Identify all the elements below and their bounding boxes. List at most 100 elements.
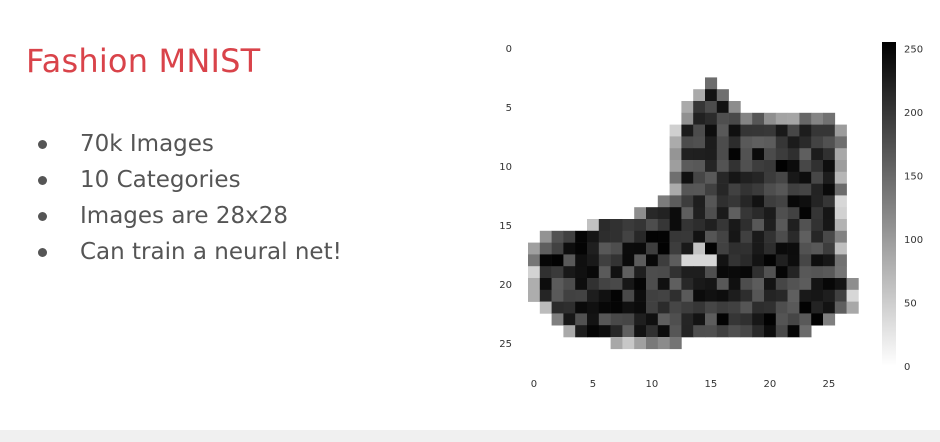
heatmap-cell [693,160,706,173]
heatmap-cell [610,278,623,291]
heatmap-cell [834,183,847,196]
heatmap-cell [693,136,706,149]
heatmap-cell [610,337,623,350]
heatmap-cell [775,325,788,338]
heatmap-cell [669,219,682,232]
heatmap-cell [728,124,741,137]
heatmap-cell [634,337,647,350]
heatmap-cell [764,301,777,314]
heatmap-cell [752,160,765,173]
heatmap-cell [551,254,564,267]
heatmap-cell [693,183,706,196]
heatmap-cell [834,289,847,302]
heatmap-cell [752,278,765,291]
heatmap-cell [823,242,836,255]
heatmap-cell [823,124,836,137]
tick-label: 10 [646,379,659,390]
tick-label: 5 [590,379,596,390]
heatmap-cell [787,171,800,184]
heatmap-cell [775,254,788,267]
heatmap-cell [693,148,706,161]
heatmap-cell [587,230,600,243]
heatmap-cell [646,325,659,338]
heatmap-cell [598,254,611,267]
heatmap-cell [669,325,682,338]
heatmap-cell [740,301,753,314]
heatmap-cell [657,219,670,232]
heatmap-cell [669,266,682,279]
heatmap-cell [787,207,800,220]
tick-label: 25 [499,339,512,350]
heatmap-cell [622,325,635,338]
heatmap-cell [764,313,777,326]
heatmap-cell [740,230,753,243]
heatmap-cell [787,313,800,326]
heatmap-cell [705,171,718,184]
heatmap-cell [716,207,729,220]
heatmap-cell [575,254,588,267]
heatmap-cell [681,160,694,173]
heatmap-cell [598,289,611,302]
heatmap-cell [587,242,600,255]
heatmap-cell [799,219,812,232]
bullet-list: 70k Images 10 Categories Images are 28x2… [38,126,342,270]
heatmap-cell [693,207,706,220]
heatmap-cell [669,171,682,184]
heatmap-cell [575,242,588,255]
heatmap-cell [551,242,564,255]
heatmap-cell [669,230,682,243]
tick-label: 0 [531,379,537,390]
heatmap-cell [681,230,694,243]
heatmap-cell [752,195,765,208]
heatmap-cell [539,254,552,267]
heatmap-cell [752,219,765,232]
heatmap-cell [764,112,777,125]
heatmap-cell [728,195,741,208]
heatmap-cell [823,289,836,302]
tick-label: 250 [904,44,923,55]
heatmap-cell [669,136,682,149]
heatmap-cell [587,278,600,291]
heatmap-cell [681,124,694,137]
heatmap-cell [728,171,741,184]
heatmap-cell [740,207,753,220]
tick-label: 25 [823,379,836,390]
heatmap-cell [752,254,765,267]
heatmap-cell [634,289,647,302]
heatmap-cell [716,242,729,255]
heatmap-cell [811,183,824,196]
heatmap-cell [575,266,588,279]
heatmap-cell [598,301,611,314]
heatmap-cell [539,230,552,243]
slide: Fashion MNIST 70k Images 10 Categories I… [26,42,924,390]
heatmap-cell [716,195,729,208]
heatmap-cell [634,313,647,326]
heatmap-cell [775,171,788,184]
heatmap-cell [764,242,777,255]
heatmap-cell [787,160,800,173]
heatmap-cell [799,242,812,255]
heatmap-cell [693,266,706,279]
heatmap-cell [811,289,824,302]
heatmap-cell [681,148,694,161]
heatmap-cell [551,289,564,302]
heatmap-cell [646,301,659,314]
heatmap-cell [539,278,552,291]
heatmap-cell [764,183,777,196]
heatmap-cell [846,278,859,291]
heatmap-cell [587,301,600,314]
heatmap-cell [634,301,647,314]
heatmap-cell [575,325,588,338]
heatmap-cell [799,230,812,243]
bottom-bar [0,430,940,442]
heatmap-cell [646,254,659,267]
heatmap-cell [823,183,836,196]
heatmap-cell [705,219,718,232]
heatmap-cell [681,278,694,291]
heatmap-cell [693,219,706,232]
heatmap-cell [787,124,800,137]
heatmap-cell [716,254,729,267]
heatmap-cell [587,289,600,302]
heatmap-cell [799,148,812,161]
heatmap-cell [646,219,659,232]
